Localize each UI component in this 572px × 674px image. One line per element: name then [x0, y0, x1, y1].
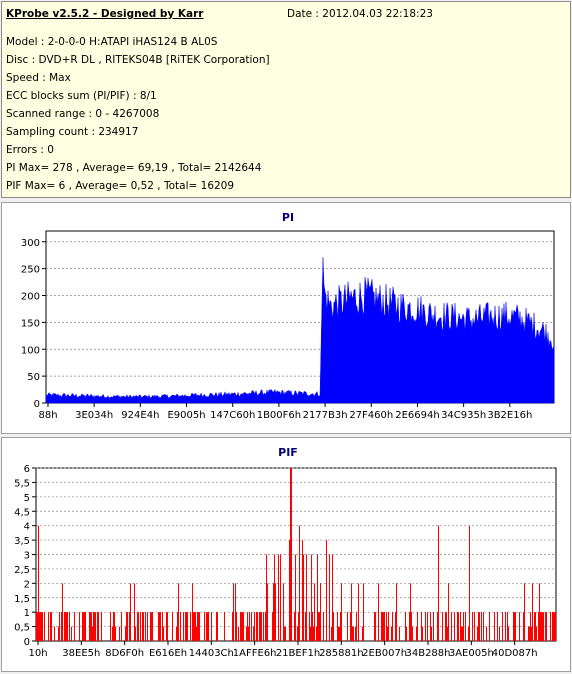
pi-stats-line: PI Max= 278 , Average= 69,19 , Total= 21… — [6, 162, 262, 174]
x-tick-label: 8D6F0h — [105, 648, 144, 659]
pi-chart: PI 0 50 100 150 200 250 300 88h 3E034h 924E4h E900… — [21, 211, 555, 421]
x-tick-label: E9005h — [167, 410, 205, 421]
y-tick-label: 6 — [24, 464, 30, 475]
y-tick-label: 5 — [24, 493, 30, 504]
x-tick-label: 3AE005h — [449, 648, 494, 659]
x-tick-label: 285881h — [319, 648, 364, 659]
x-tick-label: 40D087h — [492, 648, 538, 659]
pi-series — [45, 257, 555, 404]
pi-chart-title: PI — [282, 211, 294, 224]
pif-chart-panel: PIF 0 0,5 1 1,5 2 2,5 3 3,5 4 4,5 5 5,5 6 10h 38EE5h 8D… — [1, 437, 571, 672]
y-tick-label: 0 — [34, 399, 40, 410]
x-tick-label: 27F460h — [349, 410, 393, 421]
scanned-range-line: Scanned range : 0 - 4267008 — [6, 108, 160, 120]
x-tick-label: 2177B3h — [303, 410, 348, 421]
y-tick-label: 2 — [24, 579, 30, 590]
x-tick-label: 2EB007h — [362, 648, 407, 659]
y-tick-label: 150 — [21, 318, 40, 329]
ecc-line: ECC blocks sum (PI/PIF) : 8/1 — [6, 90, 157, 102]
x-tick-label: E616Eh — [149, 648, 187, 659]
info-panel: KProbe v2.5.2 - Designed by Karr Date : … — [1, 1, 571, 198]
pif-stats-line: PIF Max= 6 , Average= 0,52 , Total= 1620… — [6, 180, 235, 192]
x-tick-label: 924E4h — [121, 410, 159, 421]
pif-chart: PIF 0 0,5 1 1,5 2 2,5 3 3,5 4 4,5 5 5,5 6 10h 38EE5h 8D… — [14, 446, 557, 659]
y-tick-label: 0 — [24, 637, 30, 648]
x-tick-label: 88h — [38, 410, 57, 421]
pi-chart-panel: PI 0 50 100 150 200 250 300 88h 3E034h 924E4h E900… — [1, 202, 571, 434]
pif-chart-title: PIF — [278, 446, 298, 459]
sampling-count-line: Sampling count : 234917 — [6, 126, 139, 138]
y-tick-label: 5,5 — [14, 478, 30, 489]
model-line: Model : 2-0-0-0 H:ATAPI iHAS124 B AL0S — [6, 36, 218, 48]
x-tick-label: 3B2E16h — [487, 410, 532, 421]
x-tick-label: 21BEF1h — [276, 648, 320, 659]
y-tick-label: 50 — [27, 372, 40, 383]
x-tick-label: 10h — [28, 648, 47, 659]
x-tick-label: 2E6694h — [395, 410, 439, 421]
y-tick-label: 1 — [24, 608, 30, 619]
y-tick-label: 200 — [21, 292, 40, 303]
speed-line: Speed : Max — [6, 72, 71, 84]
app-title: KProbe v2.5.2 - Designed by Karr — [6, 8, 204, 20]
y-tick-label: 2,5 — [14, 565, 30, 576]
y-tick-label: 0,5 — [14, 623, 30, 634]
x-tick-label: 34B288h — [405, 648, 450, 659]
x-tick-label: 14403Ch — [189, 648, 234, 659]
x-tick-label: 34C935h — [441, 410, 486, 421]
x-tick-label: 3E034h — [75, 410, 113, 421]
x-tick-label: 1AFFE6h — [233, 648, 277, 659]
x-tick-label: 1B00F6h — [257, 410, 301, 421]
y-tick-label: 4,5 — [14, 507, 30, 518]
y-tick-label: 100 — [21, 345, 40, 356]
y-tick-label: 3,5 — [14, 536, 30, 547]
errors-line: Errors : 0 — [6, 144, 54, 156]
y-tick-label: 250 — [21, 265, 40, 276]
x-tick-label: 38EE5h — [62, 648, 100, 659]
y-tick-label: 1,5 — [14, 594, 30, 605]
scan-date: Date : 2012.04.03 22:18:23 — [287, 8, 433, 20]
x-tick-label: 147C60h — [210, 410, 255, 421]
y-tick-label: 3 — [24, 551, 30, 562]
disc-line: Disc : DVD+R DL , RITEKS04B [RiTEK Corpo… — [6, 54, 270, 66]
y-tick-label: 300 — [21, 238, 40, 249]
y-tick-label: 4 — [24, 522, 30, 533]
